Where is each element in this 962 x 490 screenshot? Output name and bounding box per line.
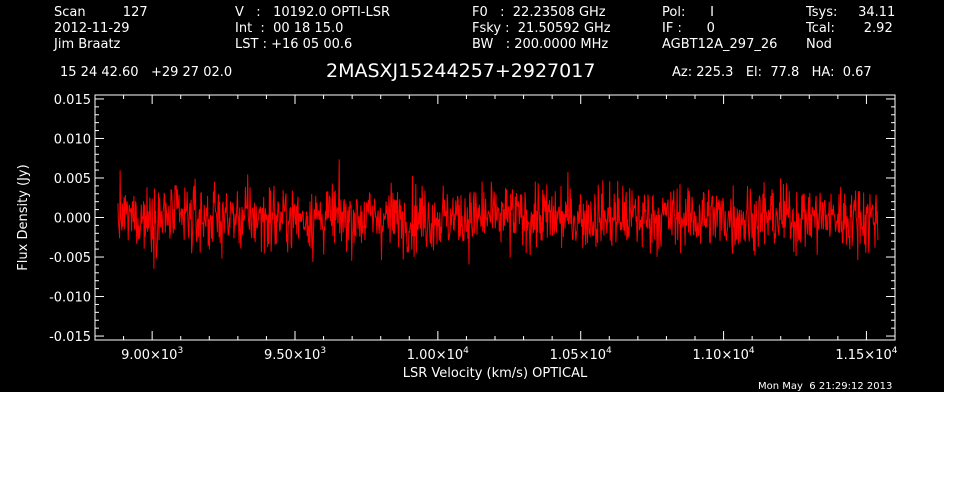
spectrum-trace	[117, 159, 879, 269]
y-tick-label: 0.010	[54, 132, 91, 147]
header-pol: Pol: I	[662, 5, 714, 20]
header-observer: Jim Braatz	[54, 37, 121, 52]
x-tick-label: 1.10×104	[693, 346, 755, 363]
header-mode: Nod	[806, 37, 832, 52]
x-tick-label: 9.00×103	[121, 346, 183, 363]
plot-timestamp: Mon May 6 21:29:12 2013	[758, 381, 893, 392]
header-tcal: Tcal: 2.92	[806, 21, 893, 36]
header-lst: LST : +16 05 00.6	[235, 37, 353, 52]
y-tick-label: 0.015	[54, 93, 91, 108]
header-tsys: Tsys: 34.11	[806, 5, 896, 20]
spectrum-chart: 9.00×103 9.50×103 1.00×104 1.05×104 1.10×104…	[16, 93, 898, 381]
y-tick-label: -0.010	[49, 291, 91, 306]
header-velocity: V : 10192.0 OPTI-LSR	[235, 5, 391, 20]
y-tick-label: -0.015	[49, 330, 91, 345]
header-integration: Int : 00 18 15.0	[235, 21, 344, 36]
x-tick-label: 9.50×103	[264, 346, 326, 363]
x-tick-label: 1.00×104	[407, 346, 469, 363]
x-tick-label: 1.15×104	[835, 346, 897, 363]
y-tick-label: 0.005	[54, 172, 91, 187]
header-coordinates: 15 24 42.60 +29 27 02.0	[60, 65, 233, 80]
plot-window: Scan 127 2012-11-29 Jim Braatz V : 10192…	[0, 0, 944, 392]
x-tick-label: 1.05×104	[550, 346, 612, 363]
y-axis-label: Flux Density (Jy)	[16, 164, 31, 270]
y-tick-label: -0.005	[49, 251, 91, 266]
source-name: 2MASXJ15244257+2927017	[326, 60, 596, 82]
header-f0: F0 : 22.23508 GHz	[472, 5, 606, 20]
header-date: 2012-11-29	[54, 21, 130, 36]
header-project: AGBT12A_297_26	[662, 37, 778, 52]
header-scan: Scan 127	[54, 5, 148, 20]
header-fsky: Fsky : 21.50592 GHz	[472, 21, 611, 36]
y-tick-label: 0.000	[54, 212, 91, 227]
header-bandwidth: BW : 200.0000 MHz	[472, 37, 609, 52]
x-axis-label: LSR Velocity (km/s) OPTICAL	[403, 366, 588, 381]
header-pointing: Az: 225.3 El: 77.8 HA: 0.67	[672, 65, 872, 80]
header-if: IF : 0	[662, 21, 715, 36]
